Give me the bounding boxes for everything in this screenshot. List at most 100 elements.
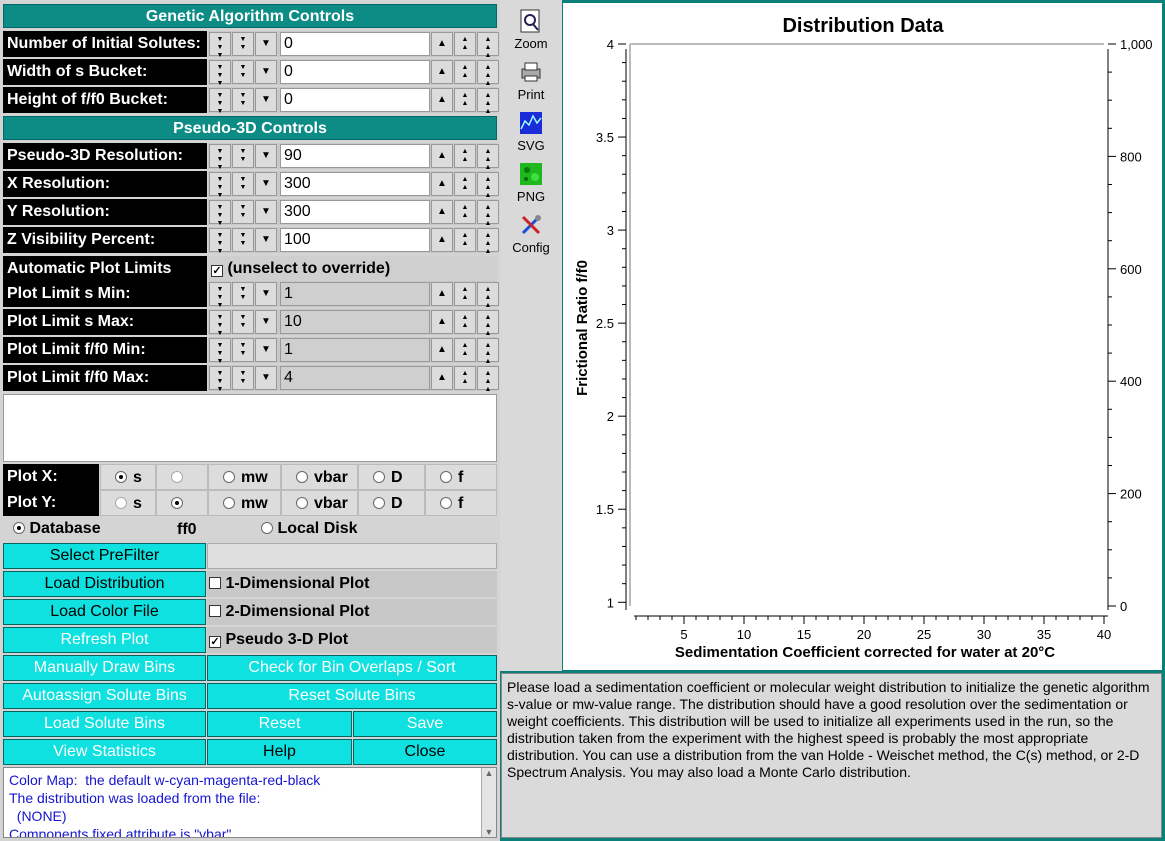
triple-up-icon[interactable]: ▲ ▲ ▲ bbox=[477, 338, 499, 365]
single-down-icon[interactable]: ▼ bbox=[255, 282, 277, 306]
radio-icon[interactable] bbox=[115, 471, 127, 483]
triple-up-icon[interactable]: ▲ ▲ ▲ bbox=[477, 144, 499, 171]
print-icon[interactable] bbox=[519, 60, 543, 84]
scroll-up-icon[interactable]: ▲ bbox=[484, 768, 494, 778]
plot-y-option-f[interactable]: f bbox=[425, 490, 497, 516]
triple-up-icon[interactable]: ▲ ▲ ▲ bbox=[477, 88, 499, 115]
triple-down-icon[interactable]: ▼ ▼ ▼ bbox=[209, 310, 231, 337]
config-tool-button[interactable]: Config bbox=[500, 213, 562, 255]
view-statistics-button[interactable]: View Statistics bbox=[3, 739, 206, 765]
counter-value[interactable]: 1 bbox=[280, 282, 430, 306]
radio-icon[interactable] bbox=[373, 497, 385, 509]
double-down-icon[interactable]: ▼ ▼ bbox=[232, 310, 254, 334]
double-down-icon[interactable]: ▼ ▼ bbox=[232, 228, 254, 252]
single-up-icon[interactable]: ▲ bbox=[431, 60, 453, 84]
single-up-icon[interactable]: ▲ bbox=[431, 88, 453, 112]
plot-x-option-ff0[interactable]: ff0 bbox=[156, 464, 208, 512]
single-down-icon[interactable]: ▼ bbox=[255, 200, 277, 224]
reset-solute-bins-button[interactable]: Reset Solute Bins bbox=[207, 683, 497, 709]
radio-icon[interactable] bbox=[296, 471, 308, 483]
close-button[interactable]: Close bbox=[353, 739, 497, 765]
autoassign-bins-button[interactable]: Autoassign Solute Bins bbox=[3, 683, 206, 709]
counter-value[interactable]: 100 bbox=[280, 228, 430, 252]
single-up-icon[interactable]: ▲ bbox=[431, 32, 453, 56]
plot-y-option-mw[interactable]: mw bbox=[208, 490, 281, 516]
single-up-icon[interactable]: ▲ bbox=[431, 172, 453, 196]
counter-value[interactable]: 300 bbox=[280, 200, 430, 224]
load-color-file-button[interactable]: Load Color File bbox=[3, 599, 206, 625]
single-up-icon[interactable]: ▲ bbox=[431, 144, 453, 168]
load-distribution-button[interactable]: Load Distribution bbox=[3, 571, 206, 597]
one-d-plot-checkbox[interactable]: 1-Dimensional Plot bbox=[207, 571, 497, 597]
triple-down-icon[interactable]: ▼ ▼ ▼ bbox=[209, 60, 231, 87]
plot-x-option-f[interactable]: f bbox=[425, 464, 497, 490]
counter-value[interactable]: 90 bbox=[280, 144, 430, 168]
double-down-icon[interactable]: ▼ ▼ bbox=[232, 32, 254, 56]
triple-up-icon[interactable]: ▲ ▲ ▲ bbox=[477, 60, 499, 87]
save-button[interactable]: Save bbox=[353, 711, 497, 737]
double-up-icon[interactable]: ▲ ▲ bbox=[454, 200, 476, 224]
single-down-icon[interactable]: ▼ bbox=[255, 338, 277, 362]
counter-value[interactable]: 1 bbox=[280, 338, 430, 362]
triple-up-icon[interactable]: ▲ ▲ ▲ bbox=[477, 200, 499, 227]
plot-x-option-vbar[interactable]: vbar bbox=[281, 464, 358, 490]
database-radio-icon[interactable] bbox=[13, 522, 25, 534]
two-d-plot-checkbox[interactable]: 2-Dimensional Plot bbox=[207, 599, 497, 625]
zoom-tool-button[interactable]: Zoom bbox=[500, 9, 562, 51]
print-tool-button[interactable]: Print bbox=[500, 60, 562, 102]
triple-down-icon[interactable]: ▼ ▼ ▼ bbox=[209, 32, 231, 59]
single-down-icon[interactable]: ▼ bbox=[255, 144, 277, 168]
radio-icon[interactable] bbox=[296, 497, 308, 509]
single-up-icon[interactable]: ▲ bbox=[431, 200, 453, 224]
config-icon[interactable] bbox=[519, 213, 543, 237]
double-up-icon[interactable]: ▲ ▲ bbox=[454, 172, 476, 196]
status-log[interactable]: Color Map: the default w-cyan-magenta-re… bbox=[3, 767, 497, 838]
single-down-icon[interactable]: ▼ bbox=[255, 32, 277, 56]
plot-y-option-s[interactable]: s bbox=[100, 490, 156, 516]
triple-up-icon[interactable]: ▲ ▲ ▲ bbox=[477, 172, 499, 199]
radio-icon[interactable] bbox=[171, 497, 183, 509]
local-disk-radio[interactable]: Local Disk bbox=[261, 516, 357, 542]
triple-down-icon[interactable]: ▼ ▼ ▼ bbox=[209, 200, 231, 227]
single-down-icon[interactable]: ▼ bbox=[255, 60, 277, 84]
double-down-icon[interactable]: ▼ ▼ bbox=[232, 282, 254, 306]
single-down-icon[interactable]: ▼ bbox=[255, 310, 277, 334]
plot-x-option-mw[interactable]: mw bbox=[208, 464, 281, 490]
triple-up-icon[interactable]: ▲ ▲ ▲ bbox=[477, 32, 499, 59]
log-scrollbar[interactable]: ▲ ▼ bbox=[481, 768, 496, 837]
triple-down-icon[interactable]: ▼ ▼ ▼ bbox=[209, 282, 231, 309]
svg-tool-button[interactable]: SVG bbox=[500, 111, 562, 153]
single-up-icon[interactable]: ▲ bbox=[431, 310, 453, 334]
double-up-icon[interactable]: ▲ ▲ bbox=[454, 310, 476, 334]
single-up-icon[interactable]: ▲ bbox=[431, 282, 453, 306]
double-up-icon[interactable]: ▲ ▲ bbox=[454, 366, 476, 390]
plot-y-option-vbar[interactable]: vbar bbox=[281, 490, 358, 516]
single-down-icon[interactable]: ▼ bbox=[255, 228, 277, 252]
double-down-icon[interactable]: ▼ ▼ bbox=[232, 172, 254, 196]
png-icon[interactable] bbox=[519, 162, 543, 186]
double-up-icon[interactable]: ▲ ▲ bbox=[454, 282, 476, 306]
triple-down-icon[interactable]: ▼ ▼ ▼ bbox=[209, 144, 231, 171]
double-up-icon[interactable]: ▲ ▲ bbox=[454, 60, 476, 84]
manually-draw-bins-button[interactable]: Manually Draw Bins bbox=[3, 655, 206, 681]
auto-limits-checkbox[interactable]: ✓ (unselect to override) bbox=[208, 256, 497, 282]
double-up-icon[interactable]: ▲ ▲ bbox=[454, 88, 476, 112]
p3d-check-icon[interactable]: ✓ bbox=[209, 636, 221, 648]
plot-x-option-s[interactable]: s bbox=[100, 464, 156, 490]
radio-icon[interactable] bbox=[223, 497, 235, 509]
radio-icon[interactable] bbox=[223, 471, 235, 483]
radio-icon[interactable] bbox=[440, 497, 452, 509]
triple-down-icon[interactable]: ▼ ▼ ▼ bbox=[209, 366, 231, 393]
local-disk-radio-icon[interactable] bbox=[261, 522, 273, 534]
triple-up-icon[interactable]: ▲ ▲ ▲ bbox=[477, 228, 499, 255]
double-down-icon[interactable]: ▼ ▼ bbox=[232, 60, 254, 84]
two-d-check-icon[interactable] bbox=[209, 605, 221, 617]
triple-up-icon[interactable]: ▲ ▲ ▲ bbox=[477, 282, 499, 309]
double-down-icon[interactable]: ▼ ▼ bbox=[232, 88, 254, 112]
single-up-icon[interactable]: ▲ bbox=[431, 366, 453, 390]
load-solute-bins-button[interactable]: Load Solute Bins bbox=[3, 711, 206, 737]
counter-value[interactable]: 0 bbox=[280, 32, 430, 56]
check-overlaps-button[interactable]: Check for Bin Overlaps / Sort bbox=[207, 655, 497, 681]
single-down-icon[interactable]: ▼ bbox=[255, 366, 277, 390]
plot-y-option-D[interactable]: D bbox=[358, 490, 425, 516]
